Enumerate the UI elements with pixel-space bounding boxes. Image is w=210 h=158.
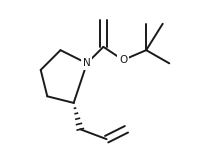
Text: N: N bbox=[83, 58, 91, 68]
Text: N: N bbox=[83, 58, 91, 68]
Text: O: O bbox=[119, 55, 127, 65]
Text: O: O bbox=[119, 55, 127, 65]
